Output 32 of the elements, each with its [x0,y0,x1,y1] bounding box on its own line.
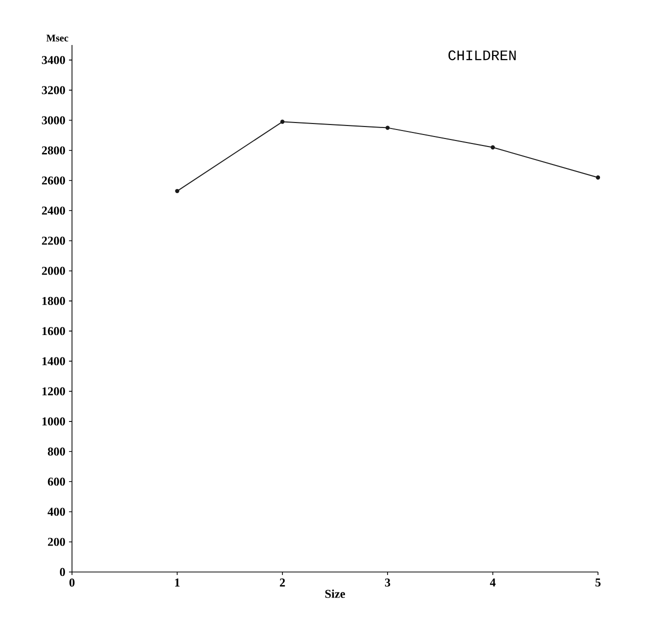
y-tick-label: 2800 [42,146,66,154]
point [280,120,284,124]
point [385,126,390,130]
y-tick-label: 3200 [42,86,66,94]
y-tick-label: 600 [48,478,66,486]
point [490,145,495,150]
y-tick-label: 2400 [42,206,66,215]
x-tick-label: 4 [490,578,496,586]
point [175,188,180,194]
y-tick-label: 400 [48,508,66,516]
y-tick-label: 3400 [42,56,66,64]
y-tick-label: 1200 [42,387,66,396]
y-tick-label: 2600 [42,176,66,185]
x-tick-label: 5 [595,578,601,586]
y-tick-label: 1600 [42,327,66,336]
y-tick-label: 2200 [42,236,66,245]
y-tick-label: 200 [48,538,66,546]
y-tick-label: 0 [60,568,66,576]
x-axis-title: Size [325,589,346,598]
y-tick-label: 1800 [42,296,66,306]
point [596,175,600,180]
y-tick-label: 1400 [42,357,66,366]
y-tick-label: 3000 [42,116,66,124]
x-tick-label: 3 [385,578,390,587]
x-tick-label: 2 [280,578,285,586]
y-tick-label: 1000 [42,417,66,426]
x-tick-label: 1 [175,578,180,586]
y-axis-title: Msec [46,34,68,42]
x-tick-label: 0 [69,578,75,587]
y-tick-label: 800 [48,447,66,456]
chart-title: CHILDREN [448,50,516,60]
y-tick-label: 2000 [42,266,66,275]
